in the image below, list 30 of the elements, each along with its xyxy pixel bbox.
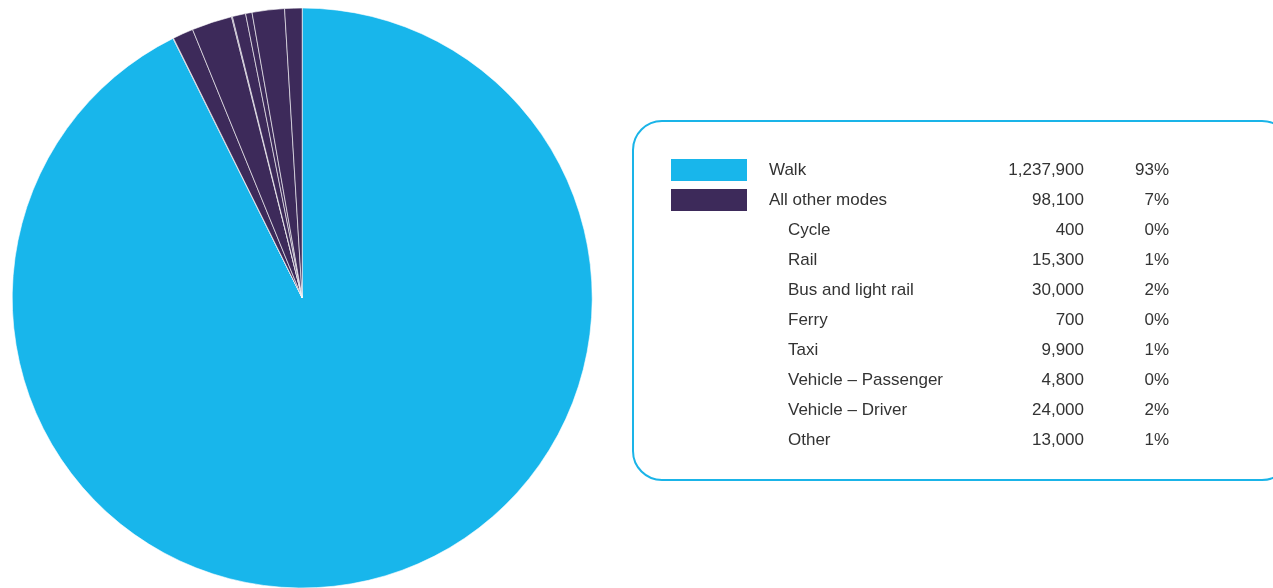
text: 13,000 (1032, 429, 1084, 451)
text: Rail (788, 249, 818, 271)
text: Walk (769, 159, 807, 181)
text: Cycle (788, 219, 831, 241)
text: 93% (1134, 159, 1169, 181)
text: 30,000 (1032, 279, 1084, 301)
text: 7% (1144, 189, 1169, 211)
text: 9,900 (1041, 339, 1084, 361)
text: 1% (1144, 339, 1169, 361)
text: 2% (1144, 279, 1169, 301)
text: All other modes (769, 189, 888, 211)
text: 98,100 (1032, 189, 1084, 211)
text: Bus and light rail (788, 279, 914, 301)
text: Vehicle – Driver (788, 399, 908, 421)
text: 700 (1055, 309, 1084, 331)
text: 0% (1144, 219, 1169, 241)
text: 2% (1144, 399, 1169, 421)
text: Ferry (788, 309, 828, 331)
text: 15,300 (1032, 249, 1084, 271)
text: Other (788, 429, 831, 451)
text: 400 (1055, 219, 1084, 241)
text: Taxi (788, 339, 819, 361)
text: Vehicle – Passenger (788, 369, 943, 391)
text: 1% (1144, 429, 1169, 451)
text: 0% (1144, 309, 1169, 331)
text: 24,000 (1032, 399, 1084, 421)
text: 4,800 (1041, 369, 1084, 391)
text: 0% (1144, 369, 1169, 391)
text: 1,237,900 (1008, 159, 1084, 181)
text: 1% (1144, 249, 1169, 271)
